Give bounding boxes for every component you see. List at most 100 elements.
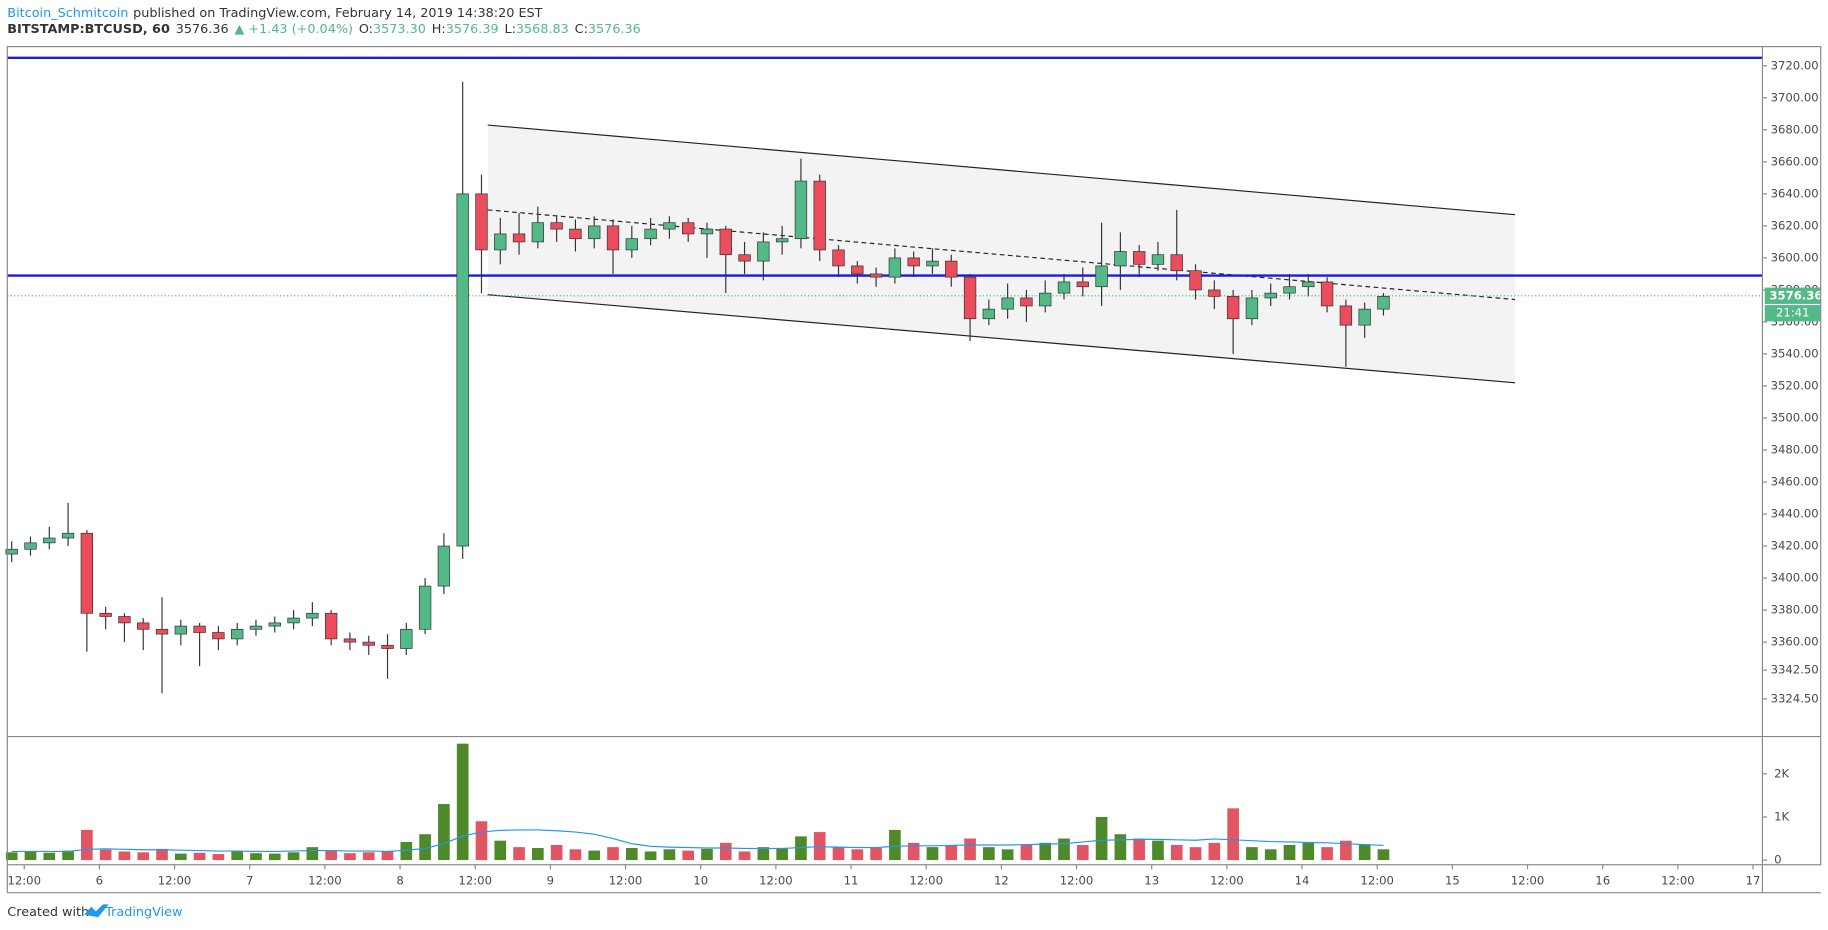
volume-bar bbox=[1020, 844, 1033, 861]
volume-bar bbox=[607, 847, 619, 861]
x-tick-label: 10 bbox=[693, 874, 708, 888]
x-tick-label: 12 bbox=[994, 874, 1009, 888]
volume-bar bbox=[1227, 808, 1239, 861]
volume-bar bbox=[644, 851, 657, 861]
candle-body bbox=[682, 222, 695, 235]
candle-body bbox=[24, 542, 37, 550]
y-tick-label: 3500.00 bbox=[1771, 410, 1819, 424]
candle-body bbox=[606, 225, 620, 251]
volume-bar bbox=[1246, 847, 1258, 861]
author[interactable]: Bitcoin_Schmitcoin bbox=[7, 5, 128, 20]
candle-body bbox=[1001, 297, 1014, 310]
frame bbox=[6, 46, 1822, 866]
volume-bar bbox=[738, 851, 751, 861]
published: published on TradingView.com, February 1… bbox=[133, 5, 543, 20]
x-tick-label: 12:00 bbox=[759, 874, 793, 888]
volume-bar bbox=[475, 821, 488, 861]
candle-body bbox=[1283, 286, 1296, 294]
volume-bar bbox=[964, 838, 976, 861]
volume-ma bbox=[11, 829, 1384, 853]
candle-body bbox=[362, 641, 375, 646]
volume-bar bbox=[43, 852, 56, 861]
ohlc-label: C: bbox=[575, 22, 588, 37]
y-tick-label: 3720.00 bbox=[1771, 58, 1819, 72]
volume-bar bbox=[1302, 842, 1315, 861]
change: ▲ +1.43 (+0.04%) bbox=[234, 22, 353, 37]
x-tick-label: 12:00 bbox=[609, 874, 643, 888]
volume-bar bbox=[174, 853, 187, 861]
volume-bar bbox=[438, 804, 450, 861]
volume-bar bbox=[701, 848, 713, 861]
candle-body bbox=[249, 625, 263, 630]
volume-bar bbox=[1152, 840, 1164, 861]
y-tick-label: 3520.00 bbox=[1771, 378, 1819, 392]
y-tick-label: 3700.00 bbox=[1771, 90, 1819, 104]
y-tick-label: 3540.00 bbox=[1771, 346, 1819, 360]
candle-body bbox=[1226, 295, 1240, 320]
last-price-label: 3576.36 bbox=[1769, 288, 1822, 302]
volume-bar bbox=[362, 852, 375, 861]
brand[interactable]: TradingView bbox=[104, 905, 182, 920]
y-tick-label: 2K bbox=[1774, 766, 1789, 780]
candle-body bbox=[1151, 254, 1165, 265]
volume-bar bbox=[945, 844, 958, 861]
candle-body bbox=[155, 628, 169, 635]
volume-bar bbox=[24, 851, 37, 861]
channel-mid bbox=[487, 209, 1516, 301]
candle-body bbox=[324, 612, 338, 640]
candle-body bbox=[418, 585, 432, 630]
channel-line bbox=[487, 294, 1516, 384]
candle-body bbox=[268, 622, 281, 627]
candle-body bbox=[926, 260, 939, 267]
candle-body bbox=[343, 638, 357, 643]
volume-bar bbox=[1076, 844, 1089, 861]
candle-body bbox=[644, 228, 657, 240]
x-tick-label: 12:00 bbox=[308, 874, 342, 888]
volume-bar bbox=[1208, 842, 1221, 861]
volume-bar bbox=[156, 848, 168, 861]
candle-body bbox=[306, 612, 319, 619]
x-tick-label: 12:00 bbox=[158, 874, 192, 888]
last: 3576.36 bbox=[176, 22, 229, 37]
volume-bar bbox=[1001, 849, 1014, 861]
volume-bar bbox=[5, 852, 18, 861]
candle-body bbox=[212, 632, 225, 640]
candle-body bbox=[1189, 270, 1202, 291]
volume-bar bbox=[663, 849, 676, 861]
candle-body bbox=[1208, 289, 1221, 297]
y-tick-label: 3620.00 bbox=[1771, 218, 1819, 232]
channel-line bbox=[487, 124, 1516, 216]
candle-body bbox=[1358, 308, 1371, 326]
candle-body bbox=[569, 228, 582, 240]
candle-body bbox=[193, 625, 206, 633]
y-tick-label: 3324.50 bbox=[1771, 691, 1819, 705]
volume-bar bbox=[926, 847, 939, 861]
x-tick-label: 12:00 bbox=[1210, 874, 1244, 888]
y-tick-label: 3660.00 bbox=[1771, 154, 1819, 168]
candle-body bbox=[118, 616, 131, 624]
x-tick-label: 15 bbox=[1445, 874, 1460, 888]
candle-body bbox=[1339, 305, 1353, 326]
volume-bar bbox=[1264, 849, 1277, 861]
y-tick-label: 3440.00 bbox=[1771, 507, 1819, 521]
candle-body bbox=[907, 257, 920, 267]
symbol: BITSTAMP:BTCUSD, 60 bbox=[7, 22, 170, 37]
ohlc-value: 3573.30 bbox=[373, 22, 426, 37]
ohlc-label: H: bbox=[432, 22, 446, 37]
volume-bar bbox=[1114, 834, 1127, 861]
candle-body bbox=[437, 545, 451, 587]
x-tick-label: 13 bbox=[1144, 874, 1159, 888]
candle-body bbox=[531, 222, 545, 243]
candle-body bbox=[888, 257, 902, 278]
candle-body bbox=[588, 225, 601, 240]
candle-body bbox=[945, 260, 958, 278]
candle-body bbox=[287, 617, 300, 624]
candle-body bbox=[1114, 251, 1127, 267]
volume-bar bbox=[137, 852, 150, 861]
candle-body bbox=[1377, 295, 1390, 310]
candle-body bbox=[719, 228, 732, 256]
volume-bar bbox=[344, 853, 356, 861]
candle-body bbox=[512, 233, 526, 243]
x-tick-label: 12:00 bbox=[1511, 874, 1545, 888]
